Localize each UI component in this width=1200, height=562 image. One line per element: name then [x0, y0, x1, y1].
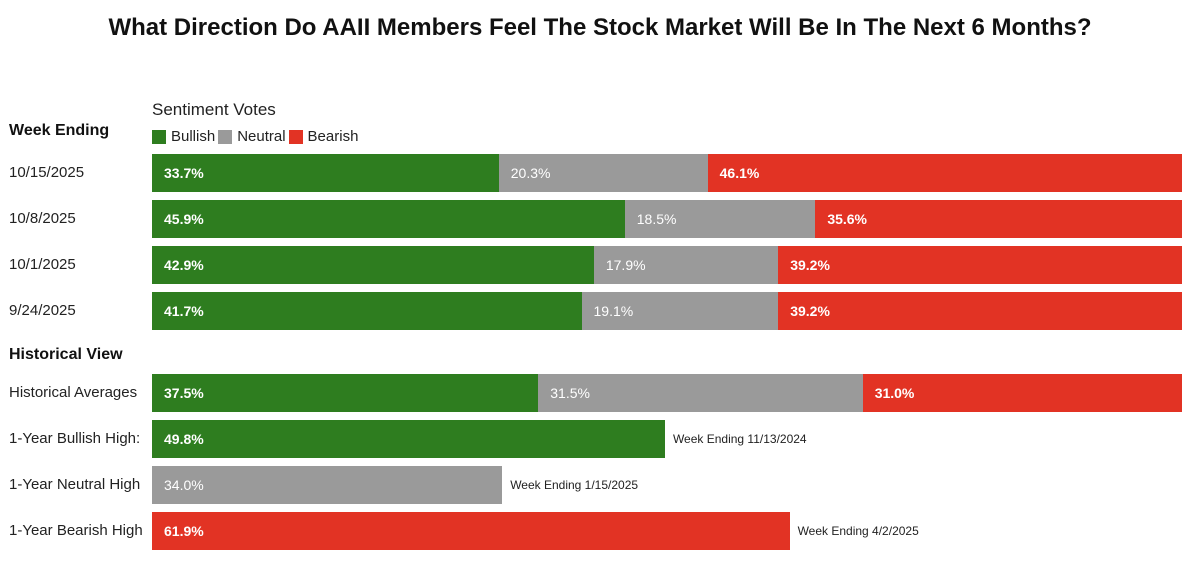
high-row-neutral-segment: 34.0% [152, 466, 503, 504]
legend-label-neutral: Neutral [237, 128, 286, 145]
week-row-2-bearish-segment: 35.6% [815, 200, 1182, 238]
week-row-1-bearish-segment: 46.1% [707, 154, 1182, 192]
legend-item-bearish: Bearish [288, 128, 359, 145]
week-ending-header: Week Ending [9, 122, 110, 139]
legend-label-bearish: Bearish [307, 128, 359, 145]
week-row-2-bar: 45.9% 18.5% 35.6% [152, 200, 1182, 238]
week-row-4-bearish-segment: 39.2% [778, 292, 1182, 330]
legend-item-neutral: Neutral [218, 128, 286, 145]
week-row-1-label: 10/15/2025 [9, 164, 85, 181]
high-row-neutral-note: Week Ending 1/15/2025 [510, 478, 639, 492]
week-row-2-bullish-segment: 45.9% [152, 200, 625, 238]
legend: Bullish Neutral Bearish [152, 128, 361, 145]
legend-label-bullish: Bullish [171, 128, 216, 145]
high-row-bullish-segment: 49.8% [152, 420, 665, 458]
week-row-3-bearish-segment: 39.2% [778, 246, 1182, 284]
week-row-4-bar: 41.7% 19.1% 39.2% [152, 292, 1182, 330]
historical-averages-neutral-segment: 31.5% [538, 374, 863, 412]
historical-averages-bearish-segment: 31.0% [862, 374, 1182, 412]
week-row-1-neutral-segment: 20.3% [498, 154, 708, 192]
legend-swatch-neutral [218, 129, 233, 144]
week-row-2-label: 10/8/2025 [9, 210, 76, 227]
high-row-neutral-label: 1-Year Neutral High [9, 476, 141, 493]
high-row-bearish-segment: 61.9% [152, 512, 790, 550]
high-row-bullish-note: Week Ending 11/13/2024 [672, 432, 807, 446]
historical-averages-bar: 37.5% 31.5% 31.0% [152, 374, 1182, 412]
historical-view-header: Historical View [9, 346, 123, 363]
week-row-4-bullish-segment: 41.7% [152, 292, 582, 330]
legend-title: Sentiment Votes [152, 100, 276, 119]
legend-item-bullish: Bullish [152, 128, 215, 145]
week-row-4-label: 9/24/2025 [9, 302, 76, 319]
week-row-3-neutral-segment: 17.9% [593, 246, 779, 284]
high-row-neutral-bar: 34.0% [152, 466, 503, 504]
legend-swatch-bullish [152, 129, 166, 144]
historical-averages-label: Historical Averages [9, 384, 138, 401]
chart-title: What Direction Do AAII Members Feel The … [108, 14, 1092, 41]
high-row-bearish-bar: 61.9% [152, 512, 790, 550]
week-row-2-neutral-segment: 18.5% [624, 200, 816, 238]
week-row-1-bar: 33.7% 20.3% 46.1% [152, 154, 1182, 192]
week-row-4-neutral-segment: 19.1% [581, 292, 779, 330]
high-row-bearish-note: Week Ending 4/2/2025 [797, 524, 919, 538]
week-row-3-bullish-segment: 42.9% [152, 246, 594, 284]
week-row-3-bar: 42.9% 17.9% 39.2% [152, 246, 1182, 284]
high-row-bullish-label: 1-Year Bullish High: [9, 430, 141, 447]
historical-averages-bullish-segment: 37.5% [152, 374, 539, 412]
week-row-1-bullish-segment: 33.7% [152, 154, 499, 192]
week-row-3-label: 10/1/2025 [9, 256, 76, 273]
legend-swatch-bearish [288, 129, 303, 144]
high-row-bullish-bar: 49.8% [152, 420, 665, 458]
high-row-bearish-label: 1-Year Bearish High [9, 522, 143, 539]
